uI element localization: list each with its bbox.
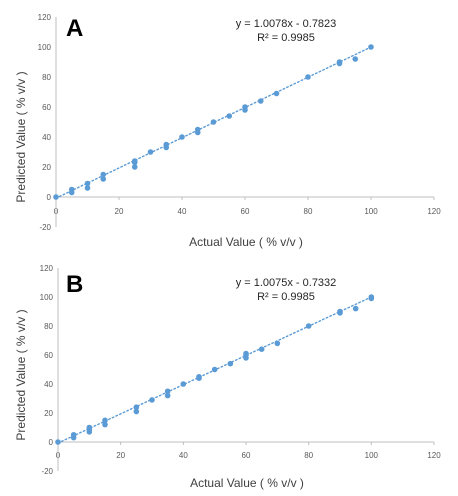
data-points (53, 44, 374, 200)
y-tick-label: 0 (47, 193, 52, 202)
y-tick-label: 80 (44, 322, 53, 331)
y-tick-label: 0 (49, 438, 54, 447)
x-tick-label: 20 (116, 451, 125, 460)
data-point (131, 158, 138, 164)
panel-label: A (66, 15, 83, 42)
data-point (305, 323, 312, 329)
y-axis-title: Predicted Value ( % v/v ) (14, 309, 28, 440)
x-tick-label: 60 (241, 207, 250, 216)
x-tick-label: 40 (178, 207, 187, 216)
data-point (274, 340, 281, 347)
panel-a: A y = 1.0078x - 0.7823 R² = 0.9985 Predi… (14, 13, 441, 249)
axis-lines (55, 17, 435, 227)
data-point (194, 126, 201, 133)
x-tick-label: 60 (242, 451, 251, 460)
data-point (133, 408, 140, 415)
data-point (210, 119, 217, 125)
data-point (149, 397, 155, 403)
y-tick-label: -20 (41, 467, 53, 476)
r-squared-label: R² = 0.9985 (257, 32, 315, 44)
data-point (163, 141, 170, 148)
data-point (164, 392, 171, 399)
data-point (337, 308, 343, 315)
data-point (86, 424, 93, 431)
data-point (258, 346, 265, 353)
y-tick-label: 60 (44, 351, 53, 360)
x-tick-label: 20 (115, 207, 124, 216)
data-point (102, 421, 108, 428)
x-tick-label: 120 (427, 207, 441, 216)
data-point (243, 350, 249, 357)
data-point (133, 404, 140, 411)
x-tick-label: 40 (179, 451, 188, 460)
data-point (226, 113, 233, 119)
y-tick-label: 20 (44, 409, 53, 418)
x-tick-label: 80 (304, 207, 313, 216)
data-point (102, 417, 108, 424)
data-point (53, 194, 59, 200)
data-point (84, 180, 91, 187)
data-point (305, 74, 311, 80)
data-point (100, 176, 107, 182)
tick-labels: -20020406080100120020406080100120 (38, 13, 442, 232)
data-points (55, 294, 375, 445)
data-point (131, 164, 138, 170)
data-point (84, 185, 91, 191)
data-point (164, 388, 171, 395)
panel-b: B y = 1.0075x - 0.7332 R² = 0.9985 Predi… (14, 264, 441, 490)
axis-lines (57, 268, 435, 471)
data-point (368, 294, 375, 300)
tick-labels: -20020406080100120020406080100120 (40, 264, 442, 476)
x-tick-label: 80 (304, 451, 313, 460)
data-point (100, 171, 107, 178)
x-tick-label: 120 (427, 451, 441, 460)
y-tick-label: 100 (38, 43, 52, 52)
y-tick-label: 100 (40, 293, 54, 302)
data-point (273, 90, 280, 97)
y-tick-label: 40 (44, 380, 53, 389)
data-point (196, 373, 202, 380)
y-axis-title: Predicted Value ( % v/v ) (14, 71, 28, 202)
data-point (147, 149, 154, 155)
y-tick-label: 60 (42, 103, 51, 112)
panel-label: B (66, 271, 83, 298)
data-point (352, 56, 359, 62)
x-tick-label: 100 (365, 451, 379, 460)
data-point (336, 59, 343, 65)
trendline-equation: y = 1.0078x - 0.7823 (236, 18, 337, 30)
data-point (179, 134, 185, 140)
data-point (211, 366, 218, 373)
x-axis-title: Actual Value ( % v/v ) (190, 476, 304, 490)
data-point (55, 439, 61, 445)
data-point (257, 98, 264, 104)
y-tick-label: 120 (40, 264, 54, 273)
data-point (180, 381, 187, 387)
y-tick-label: 40 (42, 133, 51, 142)
y-tick-label: 120 (38, 13, 52, 22)
y-tick-label: 80 (42, 73, 51, 82)
data-point (368, 44, 374, 50)
y-tick-label: 20 (42, 163, 51, 172)
data-point (227, 360, 234, 367)
data-point (70, 431, 77, 438)
data-point (242, 104, 248, 110)
y-tick-label: -20 (39, 223, 51, 232)
r-squared-label: R² = 0.9985 (257, 291, 315, 303)
trendline-equation: y = 1.0075x - 0.7332 (236, 277, 337, 289)
data-point (68, 186, 75, 193)
x-tick-label: 100 (364, 207, 378, 216)
data-point (352, 305, 359, 312)
x-axis-title: Actual Value ( % v/v ) (189, 235, 303, 249)
